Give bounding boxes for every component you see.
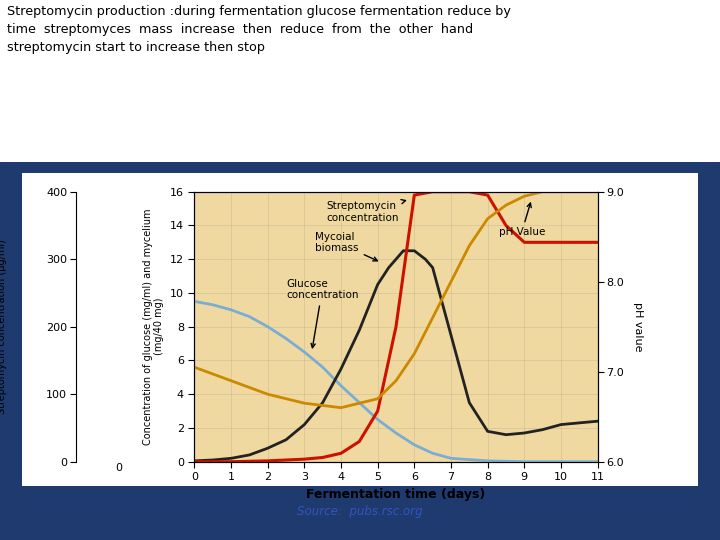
Text: Glucose
concentration: Glucose concentration [286,279,359,348]
Y-axis label: pH value: pH value [633,302,643,352]
Text: Source:  pubs.rsc.org: Source: pubs.rsc.org [297,505,423,518]
Text: Mycoial
biomass: Mycoial biomass [315,232,377,261]
X-axis label: Fermentation time (days): Fermentation time (days) [307,488,485,501]
Y-axis label: Concentration of glucose (mg/ml) and mycelium
(mg/40 mg): Concentration of glucose (mg/ml) and myc… [143,208,164,445]
Text: 0: 0 [115,463,122,474]
Text: Streptomycin
concentration: Streptomycin concentration [326,200,405,222]
Text: pH Value: pH Value [499,203,545,237]
Y-axis label: Streptomycin concentration (μg/ml): Streptomycin concentration (μg/ml) [0,239,7,414]
Text: Streptomycin production :during fermentation glucose fermentation reduce by
time: Streptomycin production :during fermenta… [7,5,511,54]
